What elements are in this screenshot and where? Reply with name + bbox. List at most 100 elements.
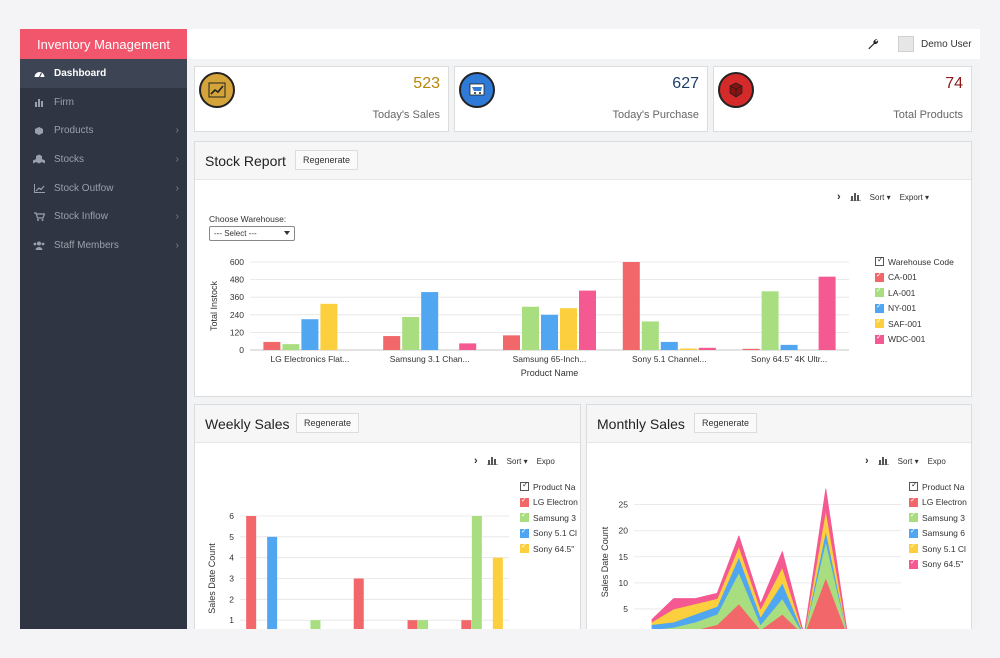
chevron-right-icon: › bbox=[175, 182, 179, 194]
legend-item[interactable]: NY-001 bbox=[875, 301, 954, 317]
sidebar-item-label: Stock Outfow bbox=[54, 182, 114, 194]
sidebar-item-stock-inflow[interactable]: Stock Inflow › bbox=[20, 202, 187, 231]
y-tick-label: 5 bbox=[623, 604, 628, 614]
bar bbox=[780, 344, 798, 350]
y-tick-label: 0 bbox=[239, 345, 244, 355]
chevron-right-icon[interactable]: › bbox=[837, 191, 841, 203]
legend-item[interactable]: Samsung 3 bbox=[909, 510, 971, 526]
regenerate-button[interactable]: Regenerate bbox=[296, 413, 360, 433]
weekly-sales-legend: Product Na LG Electron Samsung 3 Sony 5.1 C… bbox=[520, 479, 580, 557]
export-label: Export bbox=[899, 192, 923, 202]
stat-label: Today's Sales bbox=[372, 109, 440, 121]
wrench-icon[interactable] bbox=[867, 37, 879, 55]
chevron-right-icon: › bbox=[175, 240, 179, 252]
legend-item[interactable]: Sony 5.1 Cl bbox=[909, 541, 971, 557]
legend-label: WDC-001 bbox=[888, 334, 926, 345]
bar bbox=[492, 557, 503, 629]
checkbox-icon bbox=[520, 480, 529, 492]
regenerate-button[interactable]: Regenerate bbox=[295, 150, 359, 170]
legend-item[interactable]: Sony 64.5" bbox=[909, 557, 971, 573]
bar bbox=[522, 306, 539, 350]
sidebar-item-products[interactable]: Products › bbox=[20, 116, 187, 145]
brand-title[interactable]: Inventory Management bbox=[20, 29, 187, 59]
legend-label: LA-001 bbox=[888, 287, 916, 298]
panel-header: Stock Report Regenerate bbox=[195, 142, 971, 180]
chevron-right-icon: › bbox=[175, 154, 179, 166]
bar bbox=[320, 303, 338, 350]
legend-header[interactable]: Warehouse Code bbox=[875, 254, 954, 270]
legend-header[interactable]: Product Na bbox=[520, 479, 580, 495]
stock-report-panel: Stock Report Regenerate › Sort ▾ Export … bbox=[194, 141, 972, 397]
export-button[interactable]: Export ▾ bbox=[899, 192, 929, 202]
line-chart-icon bbox=[33, 183, 45, 193]
chart-type-icon[interactable] bbox=[877, 456, 889, 467]
legend-swatch bbox=[520, 527, 529, 538]
legend-item[interactable]: CA-001 bbox=[875, 270, 954, 286]
legend-swatch bbox=[875, 271, 884, 282]
legend-label: LG Electron bbox=[922, 497, 967, 508]
sort-button[interactable]: Sort ▾ bbox=[897, 456, 919, 466]
chart-type-icon[interactable] bbox=[486, 456, 498, 467]
legend-item[interactable]: WDC-001 bbox=[875, 332, 954, 348]
sidebar-item-dashboard[interactable]: Dashboard bbox=[20, 59, 187, 88]
legend-item[interactable]: Samsung 6 bbox=[909, 526, 971, 542]
stat-card-purchase: 627 Today's Purchase bbox=[454, 66, 708, 132]
legend-swatch bbox=[875, 302, 884, 313]
sort-label: Sort bbox=[869, 192, 885, 202]
y-tick-label: 6 bbox=[229, 511, 234, 521]
sort-button[interactable]: Sort ▾ bbox=[506, 456, 528, 466]
legend-swatch bbox=[909, 558, 918, 569]
bar bbox=[383, 336, 401, 350]
legend-title: Product Na bbox=[533, 481, 576, 492]
legend-swatch bbox=[520, 511, 529, 523]
warehouse-select[interactable]: --- Select --- bbox=[209, 226, 295, 241]
sort-button[interactable]: Sort ▾ bbox=[869, 192, 891, 202]
bar bbox=[263, 341, 281, 350]
chevron-down-icon bbox=[284, 231, 290, 235]
y-tick-label: 600 bbox=[230, 257, 244, 267]
chart-type-icon[interactable] bbox=[849, 192, 861, 203]
legend-item[interactable]: Sony 5.1 Cl bbox=[520, 526, 580, 542]
user-name[interactable]: Demo User bbox=[921, 39, 972, 50]
users-icon bbox=[33, 240, 45, 250]
legend-swatch bbox=[909, 496, 918, 507]
sidebar-item-firm[interactable]: Firm bbox=[20, 88, 187, 117]
stock-report-legend: Warehouse Code CA-001 LA-001 NY-001 SAF-001 W… bbox=[875, 254, 954, 347]
bar bbox=[282, 344, 300, 350]
bar bbox=[246, 516, 257, 629]
legend-item[interactable]: LG Electron bbox=[520, 495, 580, 511]
legend-item[interactable]: Samsung 3 bbox=[520, 510, 580, 526]
sidebar-item-label: Staff Members bbox=[54, 239, 119, 251]
regenerate-button[interactable]: Regenerate bbox=[694, 413, 758, 433]
sidebar-item-staff-members[interactable]: Staff Members › bbox=[20, 231, 187, 260]
legend-item[interactable]: LA-001 bbox=[875, 285, 954, 301]
y-axis-label: Total Instock bbox=[209, 280, 219, 331]
export-button[interactable]: Expo bbox=[928, 457, 946, 466]
y-tick-label: 3 bbox=[229, 574, 234, 584]
bar bbox=[622, 262, 640, 350]
sidebar-item-stocks[interactable]: Stocks › bbox=[20, 145, 187, 174]
legend-swatch bbox=[520, 542, 529, 554]
legend-label: CA-001 bbox=[888, 272, 917, 283]
export-button[interactable]: Expo bbox=[537, 457, 555, 466]
y-tick-label: 120 bbox=[230, 327, 244, 337]
legend-label: Sony 5.1 Cl bbox=[922, 543, 966, 554]
legend-item[interactable]: LG Electron bbox=[909, 495, 971, 511]
legend-item[interactable]: Sony 64.5" bbox=[520, 541, 580, 557]
sidebar-item-label: Products bbox=[54, 125, 94, 137]
chevron-right-icon[interactable]: › bbox=[474, 455, 478, 467]
bar bbox=[641, 321, 659, 350]
x-tick-label: Samsung 3.1 Chan... bbox=[390, 354, 470, 364]
bar bbox=[353, 578, 364, 629]
sidebar-item-label: Firm bbox=[54, 96, 74, 108]
x-axis-label: Product Name bbox=[521, 368, 579, 378]
x-tick-label: Samsung 65-Inch... bbox=[513, 354, 587, 364]
bar bbox=[418, 620, 429, 629]
sidebar-item-stock-outfow[interactable]: Stock Outfow › bbox=[20, 174, 187, 203]
legend-item[interactable]: SAF-001 bbox=[875, 316, 954, 332]
chevron-right-icon: › bbox=[175, 211, 179, 223]
legend-header[interactable]: Product Na bbox=[909, 479, 971, 495]
avatar[interactable] bbox=[898, 36, 914, 52]
chevron-right-icon[interactable]: › bbox=[865, 455, 869, 467]
stat-value: 627 bbox=[672, 75, 699, 92]
